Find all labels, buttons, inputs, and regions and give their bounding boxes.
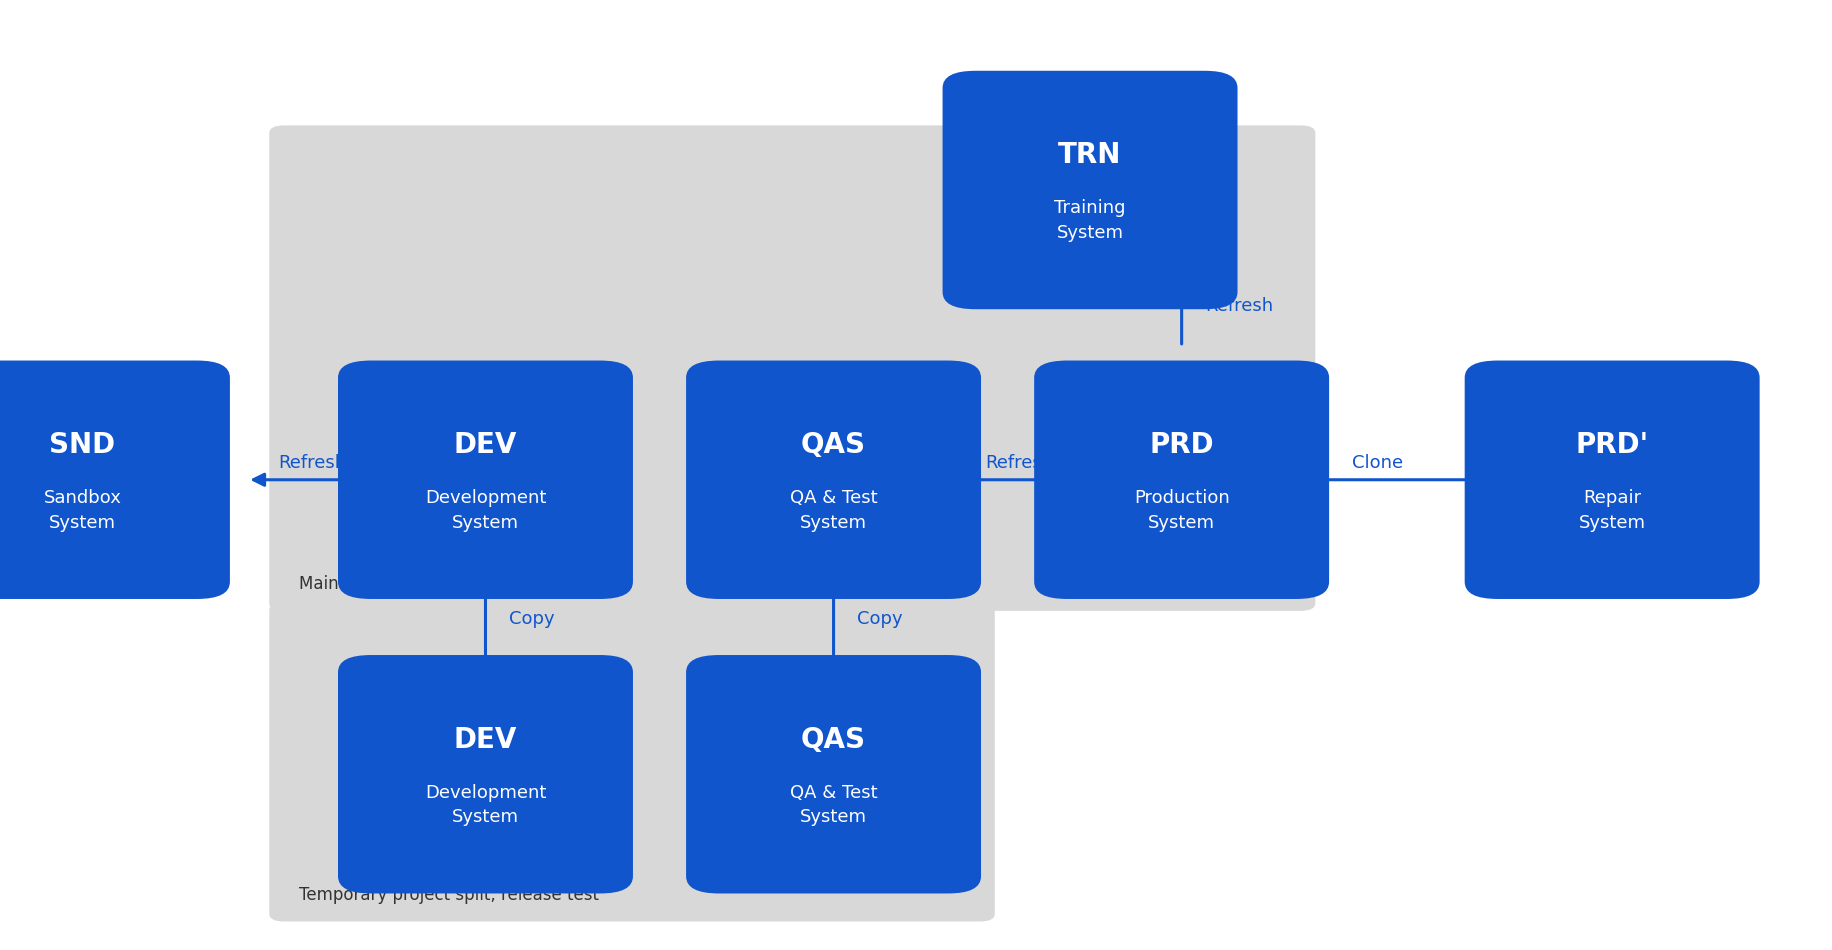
Text: Refresh: Refresh [1205, 297, 1273, 314]
Text: Development
System: Development System [425, 784, 546, 826]
Text: Main development landscape: Main development landscape [299, 575, 542, 593]
FancyBboxPatch shape [337, 656, 634, 893]
Text: Training
System: Training System [1053, 200, 1127, 242]
Text: PRD': PRD' [1576, 431, 1649, 459]
FancyBboxPatch shape [942, 71, 1238, 310]
Text: QA & Test
System: QA & Test System [790, 784, 878, 826]
FancyBboxPatch shape [0, 360, 231, 599]
FancyBboxPatch shape [685, 656, 982, 893]
Text: DEV: DEV [454, 431, 517, 459]
Text: Production
System: Production System [1134, 489, 1229, 532]
Text: Refresh: Refresh [986, 454, 1053, 471]
Text: Copy: Copy [857, 611, 903, 628]
FancyBboxPatch shape [269, 125, 1315, 611]
Text: QAS: QAS [801, 726, 867, 753]
Text: Copy: Copy [509, 611, 555, 628]
FancyBboxPatch shape [269, 602, 995, 922]
Text: QAS: QAS [801, 431, 867, 459]
Text: Development
System: Development System [425, 489, 546, 532]
Text: Clone: Clone [1352, 454, 1403, 471]
FancyBboxPatch shape [1033, 360, 1328, 599]
Text: Sandbox
System: Sandbox System [44, 489, 121, 532]
FancyBboxPatch shape [1466, 360, 1759, 599]
Text: Temporary project split, release test: Temporary project split, release test [299, 886, 599, 904]
Text: Refresh: Refresh [278, 454, 346, 471]
FancyBboxPatch shape [685, 360, 982, 599]
Text: SND: SND [49, 431, 115, 459]
Text: Repair
System: Repair System [1579, 489, 1645, 532]
Text: DEV: DEV [454, 726, 517, 753]
FancyBboxPatch shape [337, 360, 634, 599]
Text: PRD: PRD [1149, 431, 1215, 459]
Text: QA & Test
System: QA & Test System [790, 489, 878, 532]
Text: TRN: TRN [1059, 142, 1121, 169]
